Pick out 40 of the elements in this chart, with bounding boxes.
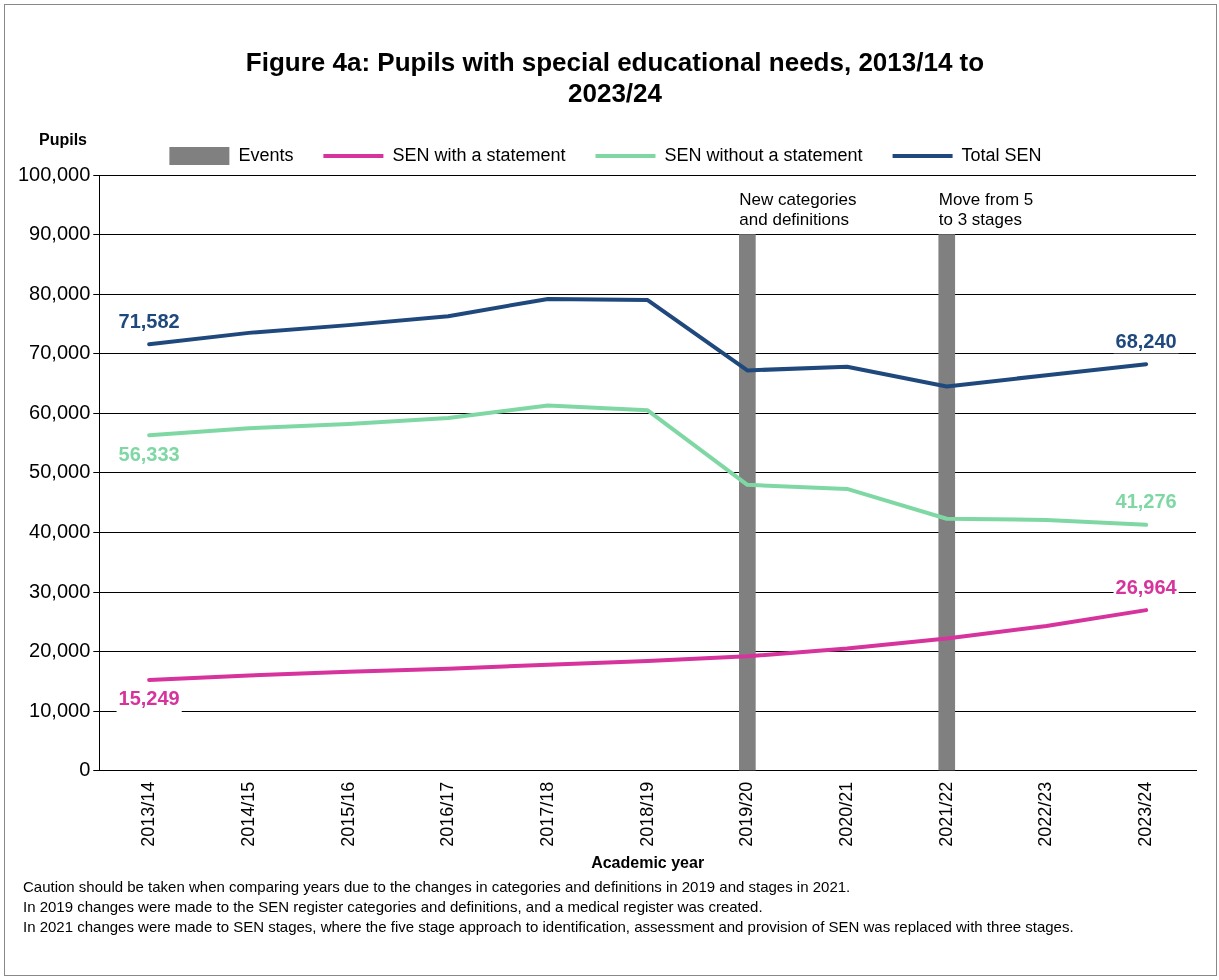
x-tick-label: 2022/23 <box>1035 781 1056 847</box>
y-tick-label: 50,000 <box>29 460 91 483</box>
data-label: 71,582 <box>118 309 180 332</box>
chart-title: Figure 4a: Pupils with special educational needs, 2013/14 to 2023/24 <box>244 47 986 109</box>
y-tick-label: 60,000 <box>29 400 91 423</box>
legend-label: SEN without a statement <box>664 144 863 165</box>
x-tick-label: 2015/16 <box>337 781 358 847</box>
data-label: 56,333 <box>118 442 180 465</box>
x-tick-label: 2018/19 <box>636 781 657 847</box>
text: Caution should be taken when comparing years due to the changes in categories and definitions in 2019 and stages in 2021. <box>23 877 852 897</box>
legend-label: Total SEN <box>961 144 1042 165</box>
x-tick-label: 2019/20 <box>736 781 757 847</box>
annotation: New categories and definitions <box>739 189 857 229</box>
text: In 2021 changes were made to SEN stages, where the five stage approach to identification, assessment and provision of SEN was replaced with three stages. <box>23 917 1075 937</box>
y-tick-label: 20,000 <box>29 639 91 662</box>
x-tick-label: 2013/14 <box>138 781 159 847</box>
legend-label: SEN with a statement <box>392 144 566 165</box>
data-label: 15,249 <box>118 687 180 710</box>
y-tick-label: 30,000 <box>29 579 91 602</box>
x-tick-label: 2023/24 <box>1135 781 1156 847</box>
y-tick-label: 70,000 <box>29 341 91 364</box>
y-tick-label: 10,000 <box>29 698 91 721</box>
y-tick-label: 100,000 <box>18 162 91 185</box>
y-axis-title: Pupils <box>39 131 88 149</box>
y-tick-label: 40,000 <box>29 519 91 542</box>
data-label: 41,276 <box>1115 490 1177 513</box>
data-label: 68,240 <box>1115 329 1177 352</box>
x-tick-label: 2021/22 <box>935 781 956 847</box>
x-tick-label: 2014/15 <box>237 781 258 847</box>
y-tick-label: 90,000 <box>29 222 91 245</box>
x-axis-title: Academic year <box>591 853 705 871</box>
x-tick-label: 2016/17 <box>437 781 458 847</box>
x-tick-label: 2020/21 <box>836 781 857 847</box>
y-tick-label: 80,000 <box>29 281 91 304</box>
x-tick-label: 2017/18 <box>536 781 557 847</box>
legend-label: Events <box>238 144 294 165</box>
data-label: 26,964 <box>1115 575 1178 598</box>
y-tick-label: 0 <box>79 758 91 781</box>
text: In 2019 changes were made to the SEN register categories and definitions, and a medical register was created. <box>23 897 764 917</box>
annotation: Move from 5 to 3 stages <box>938 189 1034 229</box>
